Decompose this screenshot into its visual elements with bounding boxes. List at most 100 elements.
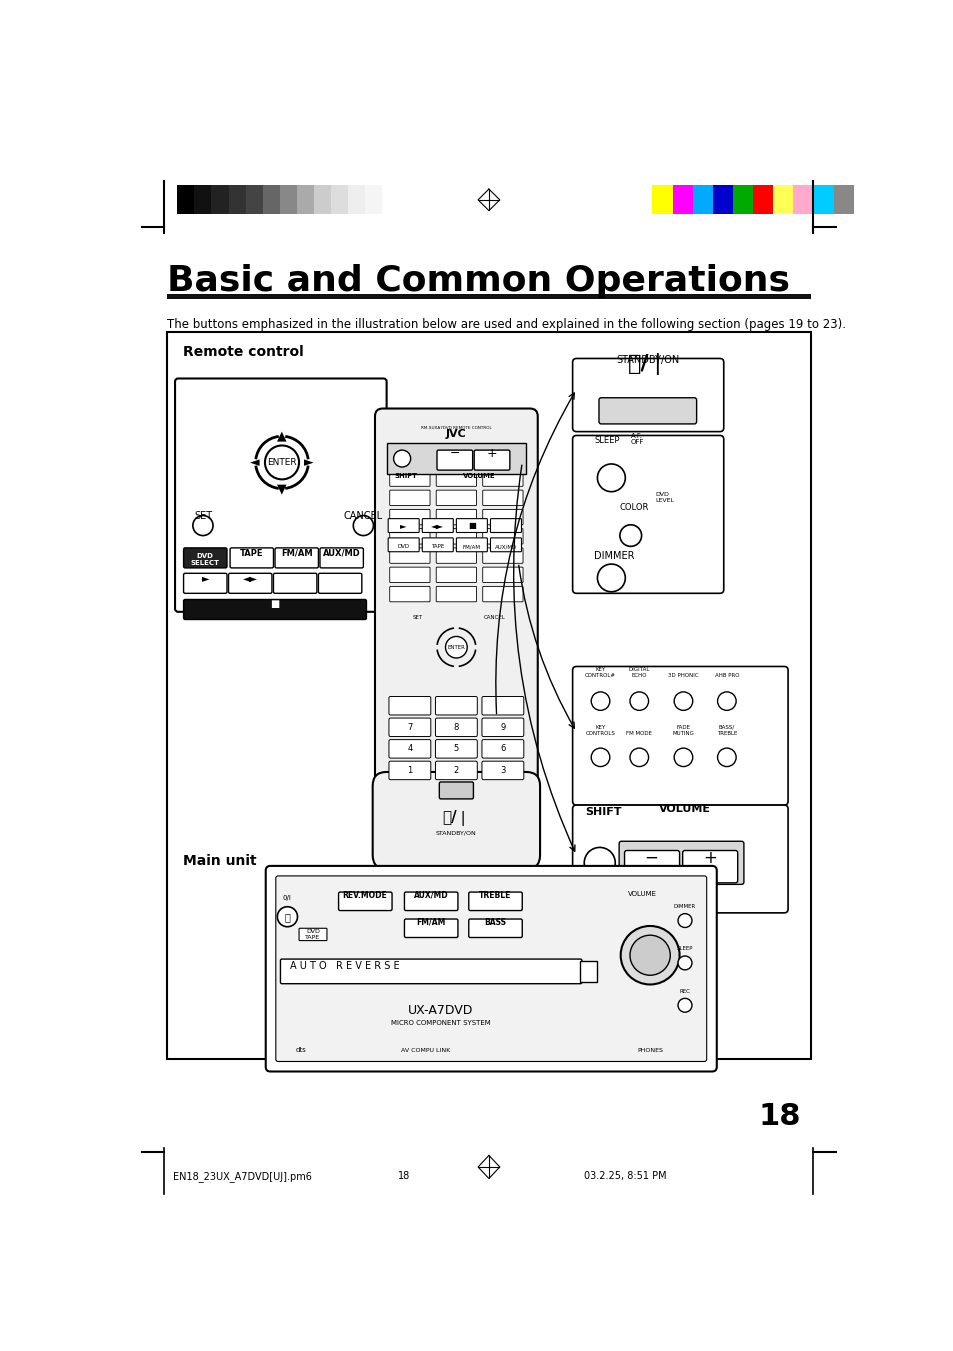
Text: KEY
CONTROLS: KEY CONTROLS [585, 725, 615, 736]
FancyBboxPatch shape [390, 549, 430, 563]
Bar [652, 185, 672, 215]
Text: ▼: ▼ [277, 482, 287, 496]
Bar [365, 185, 381, 215]
Bar [167, 293, 810, 299]
FancyBboxPatch shape [388, 519, 418, 532]
Text: ◄►: ◄► [242, 573, 257, 584]
Circle shape [445, 636, 467, 658]
FancyBboxPatch shape [298, 928, 327, 940]
FancyBboxPatch shape [456, 519, 487, 532]
FancyBboxPatch shape [422, 538, 453, 551]
FancyBboxPatch shape [490, 519, 521, 532]
Text: FADE
MUTING: FADE MUTING [672, 725, 694, 736]
Text: ENTER: ENTER [267, 458, 296, 467]
Bar [279, 185, 296, 215]
Circle shape [591, 748, 609, 766]
Circle shape [629, 692, 648, 711]
FancyBboxPatch shape [482, 586, 522, 601]
FancyBboxPatch shape [183, 600, 366, 620]
Text: AV COMPU LINK: AV COMPU LINK [400, 1048, 450, 1052]
Text: DIMMER: DIMMER [594, 551, 634, 561]
Text: +: + [486, 447, 497, 461]
FancyBboxPatch shape [682, 851, 737, 882]
Text: FM/AM: FM/AM [416, 917, 445, 927]
Circle shape [674, 748, 692, 766]
FancyBboxPatch shape [389, 761, 431, 780]
Text: SHIFT: SHIFT [395, 473, 417, 480]
Text: 7: 7 [407, 723, 412, 732]
Bar [194, 185, 212, 215]
FancyBboxPatch shape [375, 408, 537, 801]
Text: FM/AM: FM/AM [462, 544, 480, 550]
Text: 3: 3 [499, 766, 505, 775]
Text: 5: 5 [454, 744, 458, 754]
Bar [245, 185, 262, 215]
Text: Remote control: Remote control [183, 345, 303, 358]
FancyBboxPatch shape [274, 549, 318, 567]
Text: SET: SET [193, 511, 212, 521]
FancyBboxPatch shape [274, 573, 316, 593]
FancyBboxPatch shape [390, 567, 430, 582]
FancyBboxPatch shape [404, 919, 457, 938]
FancyBboxPatch shape [618, 842, 743, 885]
FancyBboxPatch shape [183, 573, 227, 593]
FancyBboxPatch shape [490, 538, 521, 551]
Text: EN18_23UX_A7DVD[UJ].pm6: EN18_23UX_A7DVD[UJ].pm6 [173, 1171, 312, 1182]
FancyBboxPatch shape [481, 697, 523, 715]
Text: A U T O   R E V E R S E: A U T O R E V E R S E [290, 962, 399, 971]
Text: ⎀/❘: ⎀/❘ [442, 809, 470, 825]
FancyBboxPatch shape [390, 451, 430, 467]
Bar [712, 185, 732, 215]
Text: ENTER: ENTER [447, 644, 465, 650]
FancyBboxPatch shape [183, 549, 227, 567]
FancyBboxPatch shape [468, 892, 521, 911]
FancyBboxPatch shape [572, 666, 787, 805]
FancyBboxPatch shape [435, 739, 476, 758]
Text: ⎀/❘: ⎀/❘ [627, 354, 667, 376]
Text: TAPE: TAPE [305, 935, 320, 940]
Text: −: − [449, 447, 459, 461]
Text: TAPE: TAPE [240, 549, 263, 558]
Text: RM-SUXA7DVD REMOTE CONTROL: RM-SUXA7DVD REMOTE CONTROL [420, 426, 491, 430]
Text: ►: ► [201, 573, 209, 584]
Circle shape [591, 692, 609, 711]
Text: ⎀: ⎀ [284, 912, 290, 921]
FancyBboxPatch shape [436, 549, 476, 563]
Text: SET: SET [412, 615, 422, 620]
FancyBboxPatch shape [174, 378, 386, 612]
Bar [177, 185, 194, 215]
Text: FM MODE: FM MODE [625, 731, 652, 736]
FancyBboxPatch shape [482, 451, 522, 467]
Text: BASS/
TREBLE: BASS/ TREBLE [716, 725, 737, 736]
Text: VOLUME: VOLUME [659, 804, 710, 815]
Text: SLEEP: SLEEP [594, 436, 619, 444]
Text: DIMMER: DIMMER [673, 904, 696, 909]
FancyBboxPatch shape [275, 875, 706, 1062]
FancyBboxPatch shape [436, 509, 476, 524]
Bar [773, 185, 793, 215]
FancyBboxPatch shape [481, 761, 523, 780]
Bar [296, 185, 314, 215]
Text: 6: 6 [499, 744, 505, 754]
Text: 8: 8 [454, 723, 458, 732]
FancyBboxPatch shape [280, 959, 581, 984]
Circle shape [277, 907, 297, 927]
Circle shape [674, 692, 692, 711]
FancyBboxPatch shape [436, 528, 476, 544]
Text: UX-A7DVD: UX-A7DVD [408, 1004, 473, 1017]
Text: 0/I: 0/I [283, 896, 292, 901]
FancyBboxPatch shape [389, 719, 431, 736]
Text: FM/AM: FM/AM [280, 549, 313, 558]
FancyBboxPatch shape [389, 697, 431, 715]
Bar [167, 331, 810, 1059]
FancyBboxPatch shape [482, 509, 522, 524]
Text: COLOR: COLOR [618, 504, 648, 512]
Text: ◄: ◄ [250, 455, 259, 469]
Circle shape [583, 847, 615, 878]
Bar [314, 185, 331, 215]
Bar [732, 185, 753, 215]
Text: CANCEL: CANCEL [484, 615, 505, 620]
FancyBboxPatch shape [390, 471, 430, 486]
Text: AHB PRO: AHB PRO [714, 673, 739, 678]
FancyBboxPatch shape [598, 397, 696, 424]
